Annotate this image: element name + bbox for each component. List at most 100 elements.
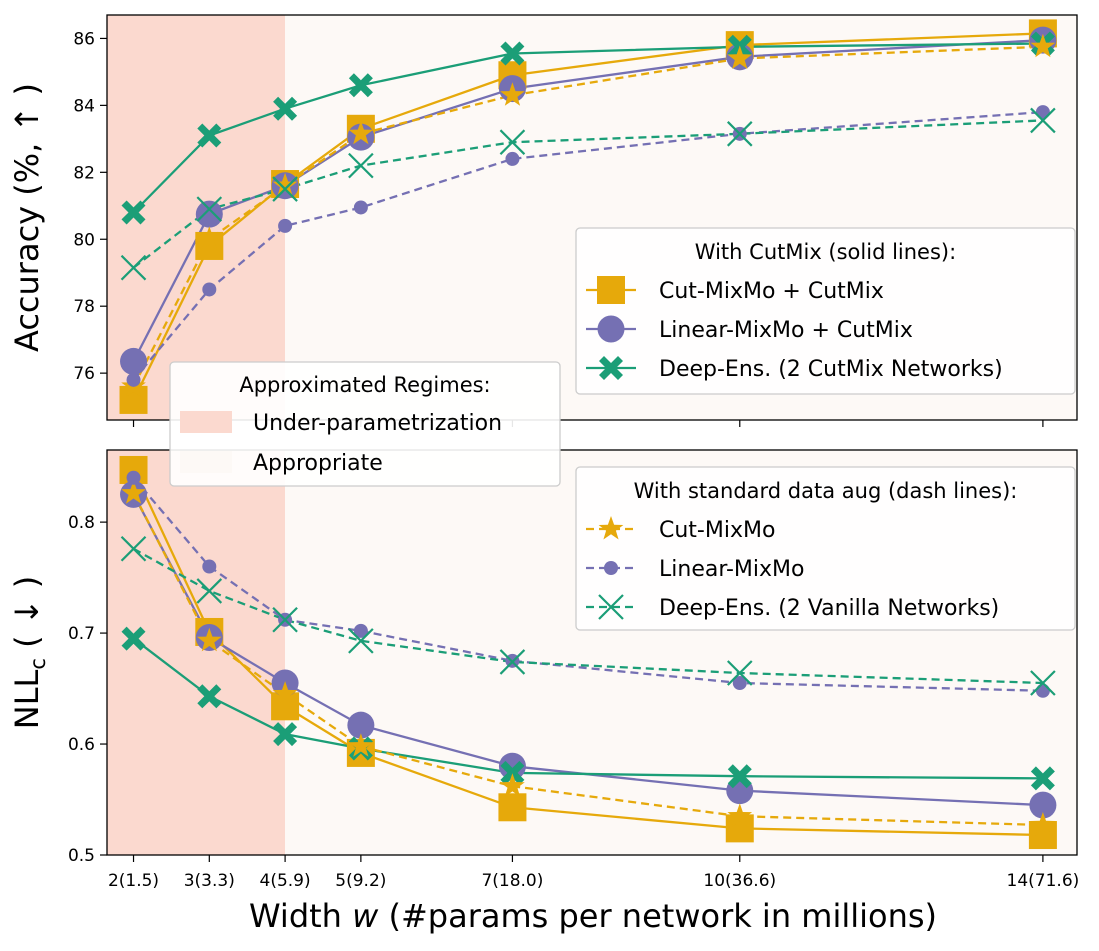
y-tick-label: 0.6	[68, 735, 95, 755]
legend-label: Deep-Ens. (2 CutMix Networks)	[659, 357, 1003, 382]
plot-frame	[106, 449, 1078, 856]
legend-marker-cut	[598, 516, 624, 540]
data-point-deep-dashed	[1030, 107, 1056, 134]
y-tick-label: 0.7	[68, 624, 95, 644]
y-tick-label: 86	[73, 29, 95, 49]
y-tick-label: 82	[73, 163, 95, 183]
appropriate-swatch	[180, 451, 232, 473]
y-tick-label: 0.8	[68, 513, 95, 533]
data-point-cut-dashed	[727, 803, 753, 827]
x-tick-label: 4(5.9)	[260, 871, 311, 891]
x-tick-label: 3(3.3)	[184, 871, 235, 891]
data-point-deep-solid	[727, 764, 752, 789]
data-point-cut-dashed	[272, 172, 298, 197]
data-point-deep-solid	[121, 626, 146, 651]
data-point-linear-dashed	[202, 559, 217, 574]
data-point-deep-dashed	[272, 176, 298, 202]
legend-label: Linear-MixMo	[659, 557, 804, 582]
data-point-deep-dashed	[499, 649, 526, 675]
data-point-deep-dashed	[348, 628, 374, 654]
legend-label: Cut-MixMo	[659, 518, 775, 543]
data-point-deep-dashed	[1030, 670, 1056, 696]
y-tick-label: 84	[73, 96, 95, 116]
series-legend: With standard data aug (dash lines): Cut-…	[575, 466, 1076, 631]
data-point-cut-dashed	[500, 82, 525, 106]
data-point-linear-dashed	[126, 372, 141, 387]
data-point-deep-solid	[1030, 766, 1055, 791]
data-point-cut-dashed	[121, 480, 146, 504]
regimes-legend-label: Appropriate	[253, 451, 383, 476]
data-point-deep-solid	[273, 722, 298, 747]
x-tick-label: 10(36.6)	[703, 871, 776, 891]
data-point-deep-solid	[348, 73, 373, 98]
data-point-linear-solid	[498, 752, 526, 780]
data-point-deep-solid	[273, 96, 298, 121]
legend-label: Cut-MixMo + CutMix	[659, 279, 884, 304]
legend-marker-deep	[598, 594, 624, 620]
plot-frame	[106, 14, 1078, 421]
legend-marker-linear	[597, 315, 625, 343]
data-point-deep-dashed	[272, 606, 298, 633]
data-point-deep-dashed	[196, 196, 223, 222]
data-point-linear-solid	[347, 711, 375, 739]
legend-marker-linear	[604, 561, 618, 575]
data-point-deep-dashed	[499, 129, 526, 155]
data-point-cut-dashed	[1030, 812, 1056, 836]
x-tick-label: 7(18.0)	[481, 871, 543, 891]
legend-box	[575, 466, 1076, 631]
data-point-cut-dashed	[348, 733, 374, 757]
data-point-linear-dashed	[505, 151, 520, 166]
y-tick-label: 0.5	[68, 846, 95, 866]
data-point-deep-dashed	[348, 152, 374, 179]
data-point-cut-dashed	[196, 627, 222, 652]
data-point-linear-dashed	[202, 282, 217, 297]
legend-box	[169, 361, 561, 487]
y-tick-label: 80	[73, 230, 95, 250]
series-legend: With CutMix (solid lines): Cut-MixMo + Cu…	[575, 227, 1076, 395]
panel-bottom: 0.5 0.6 0.7 0.8 2(1.5) 3(3.3) 4(5.9) 5(9.2) 7(18…	[8, 449, 1080, 891]
data-point-linear-dashed	[353, 200, 368, 215]
data-point-cut-dashed	[196, 226, 222, 250]
data-point-linear-dashed	[732, 676, 747, 691]
data-point-deep-dashed	[120, 535, 147, 562]
legend-title: With standard data aug (dash lines):	[634, 479, 1018, 503]
under-parametrization-region	[107, 450, 286, 855]
x-tick-label: 2(1.5)	[108, 871, 159, 891]
data-point-linear-dashed	[353, 623, 368, 638]
legend-label: Deep-Ens. (2 Vanilla Networks)	[659, 596, 999, 621]
y-tick-label: 76	[73, 364, 95, 384]
x-axis-label: Width w (#params per network in millions…	[249, 897, 937, 935]
x-tick-label: 14(71.6)	[1007, 871, 1080, 891]
y-axis-label: Accuracy (%, ↑ )	[8, 83, 46, 352]
data-point-cut-dashed	[1030, 33, 1056, 58]
data-point-cut-dashed	[272, 681, 298, 705]
data-point-linear-dashed	[278, 218, 293, 233]
data-point-cut-dashed	[348, 120, 374, 145]
data-point-cut-dashed	[727, 45, 753, 69]
legend-title: With CutMix (solid lines):	[695, 240, 956, 264]
under-parametrization-swatch	[180, 411, 232, 433]
data-point-cut-dashed	[500, 773, 525, 797]
data-point-deep-solid	[197, 123, 222, 148]
data-point-deep-solid	[121, 200, 146, 225]
data-point-linear-solid	[120, 347, 148, 375]
data-point-deep-solid	[197, 684, 222, 709]
data-point-deep-dashed	[120, 254, 147, 281]
data-point-deep-dashed	[726, 660, 753, 686]
x-tick-label: 5(9.2)	[335, 871, 386, 891]
panel-top: 76 78 80 82 84 86 Accuracy (%, ↑ ) With CutMix …	[8, 14, 1078, 427]
data-point-linear-dashed	[1035, 683, 1050, 698]
data-point-deep-dashed	[196, 578, 223, 604]
y-tick-label: 78	[73, 297, 95, 317]
data-point-deep-dashed	[726, 121, 753, 147]
legend-box	[575, 227, 1076, 395]
regimes-legend: Approximated Regimes: Under-parametrizati…	[169, 361, 561, 487]
regimes-legend-label: Under-parametrization	[253, 411, 502, 436]
legend-marker-cut	[597, 276, 625, 304]
data-point-linear-solid	[195, 200, 223, 228]
data-point-cut-solid	[498, 793, 527, 822]
data-point-deep-solid	[500, 41, 525, 66]
data-point-linear-solid	[1029, 791, 1057, 819]
data-point-deep-solid	[500, 760, 525, 785]
